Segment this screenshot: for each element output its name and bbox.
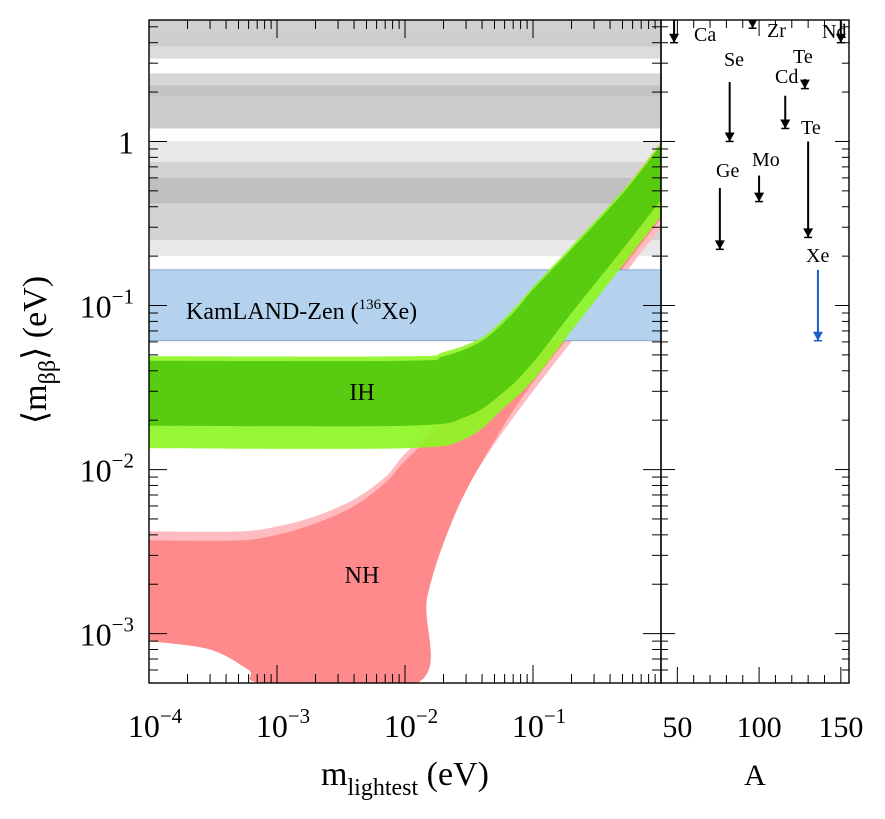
arrow-head-0 bbox=[669, 33, 680, 43]
side-x-tick-label-0: 50 bbox=[662, 711, 692, 744]
isotope-label-7: Mo bbox=[752, 149, 780, 171]
isotope-label-5: Cd bbox=[775, 66, 798, 88]
grey-limit-band-4 bbox=[149, 85, 661, 129]
axes bbox=[148, 19, 850, 684]
arrow-head-2 bbox=[835, 33, 846, 43]
side-x-axis-title: A bbox=[744, 759, 766, 792]
arrow-head-7 bbox=[754, 192, 765, 202]
nh-band-inner bbox=[149, 149, 661, 683]
ih-label: IH bbox=[349, 380, 374, 406]
arrow-head-4 bbox=[799, 79, 810, 89]
x-tick-label-2: 10−2 bbox=[384, 704, 438, 744]
isotope-label-9: Xe bbox=[806, 245, 829, 267]
y-tick-label-1: 10−2 bbox=[80, 449, 134, 489]
x-tick-label-1: 10−3 bbox=[256, 704, 310, 744]
y-tick-label-0: 10−3 bbox=[80, 613, 134, 653]
x-axis-title: mlightest (eV) bbox=[321, 756, 489, 801]
kamland-zen-label: KamLAND-Zen (136Xe) bbox=[186, 297, 417, 325]
isotope-label-1: Zr bbox=[767, 20, 786, 42]
isotope-label-3: Se bbox=[724, 49, 744, 71]
isotope-label-8: Ge bbox=[716, 160, 739, 182]
isotope-label-6: Te bbox=[801, 117, 821, 139]
arrow-head-8 bbox=[714, 240, 725, 250]
isotope-label-4: Te bbox=[793, 46, 813, 68]
arrow-head-6 bbox=[803, 228, 814, 238]
side-x-tick-label-1: 100 bbox=[737, 711, 782, 744]
y-axis-title: ⟨mββ⟩ (eV) bbox=[17, 276, 61, 424]
nh-label: NH bbox=[345, 563, 380, 589]
x-tick-label-3: 10−1 bbox=[512, 704, 566, 744]
x-tick-label-0: 10−4 bbox=[128, 704, 183, 744]
y-tick-label-2: 10−1 bbox=[80, 285, 134, 325]
side-plot-marks bbox=[669, 20, 846, 342]
arrow-head-1 bbox=[747, 20, 758, 29]
y-tick-label-3: 1 bbox=[118, 124, 134, 160]
grey-limit-band-7 bbox=[149, 177, 661, 204]
arrow-head-3 bbox=[724, 132, 735, 142]
ih-band-inner bbox=[149, 145, 661, 427]
main-plot-bands bbox=[149, 20, 661, 683]
side-x-tick-label-2: 150 bbox=[818, 711, 863, 744]
isotope-label-0: Ca bbox=[694, 24, 716, 46]
arrow-head-9 bbox=[812, 331, 823, 341]
arrow-head-5 bbox=[780, 119, 791, 129]
side-plot-frame bbox=[660, 19, 850, 684]
isotope-label-2: Nd bbox=[822, 21, 846, 43]
